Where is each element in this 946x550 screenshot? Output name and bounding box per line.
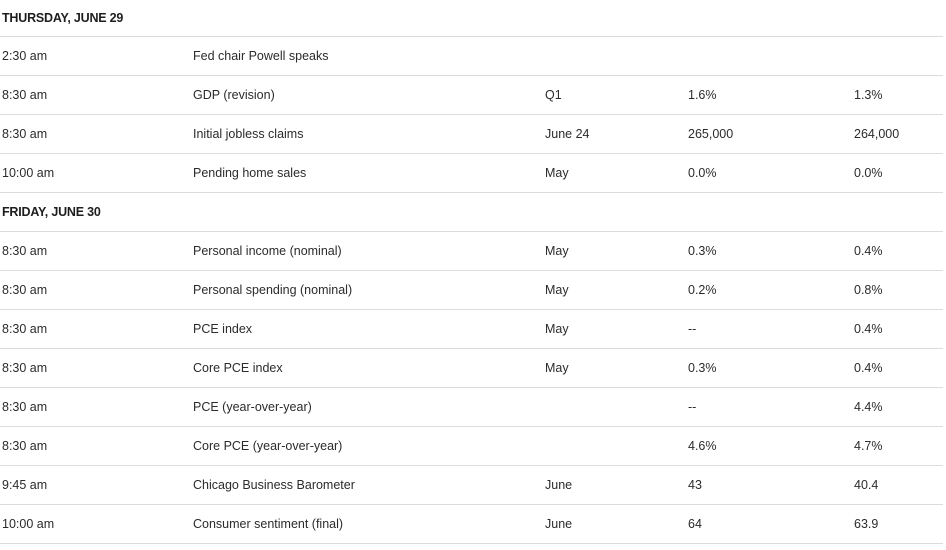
table-row: 9:45 am Chicago Business Barometer June … — [0, 465, 944, 505]
event-time: 8:30 am — [0, 114, 191, 154]
event-time: 10:00 am — [0, 153, 191, 193]
event-time: 8:30 am — [0, 270, 191, 310]
event-period — [543, 36, 686, 76]
event-forecast: 4.6% — [686, 426, 852, 466]
event-previous: 0.4% — [852, 309, 944, 349]
table-row: 2:30 am Fed chair Powell speaks — [0, 36, 944, 76]
event-forecast: 1.6% — [686, 75, 852, 115]
table-row: 8:30 am GDP (revision) Q1 1.6% 1.3% — [0, 75, 944, 115]
event-forecast: -- — [686, 387, 852, 427]
event-name: Consumer sentiment (final) — [191, 504, 543, 544]
table-row: 8:30 am Core PCE index May 0.3% 0.4% — [0, 348, 944, 388]
day-header-row: THURSDAY, JUNE 29 — [0, 0, 944, 37]
event-time: 8:30 am — [0, 348, 191, 388]
day-header: THURSDAY, JUNE 29 — [0, 0, 944, 37]
event-previous: 4.7% — [852, 426, 944, 466]
event-forecast: 0.3% — [686, 231, 852, 271]
event-forecast: -- — [686, 309, 852, 349]
table-row: 8:30 am Personal income (nominal) May 0.… — [0, 231, 944, 271]
event-name: PCE index — [191, 309, 543, 349]
event-time: 8:30 am — [0, 75, 191, 115]
event-previous: 264,000 — [852, 114, 944, 154]
event-forecast — [686, 36, 852, 76]
event-name: Initial jobless claims — [191, 114, 543, 154]
table-row: 8:30 am PCE (year-over-year) -- 4.4% — [0, 387, 944, 427]
event-forecast: 43 — [686, 465, 852, 505]
event-previous: 1.3% — [852, 75, 944, 115]
table-row: 8:30 am Core PCE (year-over-year) 4.6% 4… — [0, 426, 944, 466]
event-period: June — [543, 465, 686, 505]
table-row: 10:00 am Pending home sales May 0.0% 0.0… — [0, 153, 944, 193]
event-previous: 0.4% — [852, 231, 944, 271]
event-period: June 24 — [543, 114, 686, 154]
event-name: PCE (year-over-year) — [191, 387, 543, 427]
event-name: Core PCE index — [191, 348, 543, 388]
event-time: 8:30 am — [0, 231, 191, 271]
event-period: May — [543, 309, 686, 349]
table-row: 8:30 am Personal spending (nominal) May … — [0, 270, 944, 310]
event-name: Core PCE (year-over-year) — [191, 426, 543, 466]
table-row: 8:30 am Initial jobless claims June 24 2… — [0, 114, 944, 154]
event-name: Pending home sales — [191, 153, 543, 193]
event-forecast: 64 — [686, 504, 852, 544]
event-time: 8:30 am — [0, 309, 191, 349]
event-forecast: 0.3% — [686, 348, 852, 388]
event-previous: 0.4% — [852, 348, 944, 388]
day-header-row: FRIDAY, JUNE 30 — [0, 192, 944, 232]
table-row: 10:00 am Consumer sentiment (final) June… — [0, 504, 944, 544]
event-period: June — [543, 504, 686, 544]
event-previous — [852, 36, 944, 76]
event-period: Q1 — [543, 75, 686, 115]
event-name: Personal income (nominal) — [191, 231, 543, 271]
event-previous: 4.4% — [852, 387, 944, 427]
event-period: May — [543, 270, 686, 310]
event-period — [543, 387, 686, 427]
event-time: 9:45 am — [0, 465, 191, 505]
event-name: Personal spending (nominal) — [191, 270, 543, 310]
event-name: Chicago Business Barometer — [191, 465, 543, 505]
event-forecast: 265,000 — [686, 114, 852, 154]
event-forecast: 0.2% — [686, 270, 852, 310]
event-name: Fed chair Powell speaks — [191, 36, 543, 76]
event-period: May — [543, 231, 686, 271]
event-previous: 40.4 — [852, 465, 944, 505]
event-period: May — [543, 153, 686, 193]
event-previous: 63.9 — [852, 504, 944, 544]
event-time: 8:30 am — [0, 387, 191, 427]
event-time: 10:00 am — [0, 504, 191, 544]
day-header: FRIDAY, JUNE 30 — [0, 192, 944, 232]
event-time: 8:30 am — [0, 426, 191, 466]
event-previous: 0.8% — [852, 270, 944, 310]
event-forecast: 0.0% — [686, 153, 852, 193]
event-time: 2:30 am — [0, 36, 191, 76]
event-previous: 0.0% — [852, 153, 944, 193]
table-row: 8:30 am PCE index May -- 0.4% — [0, 309, 944, 349]
event-period — [543, 426, 686, 466]
event-period: May — [543, 348, 686, 388]
event-name: GDP (revision) — [191, 75, 543, 115]
